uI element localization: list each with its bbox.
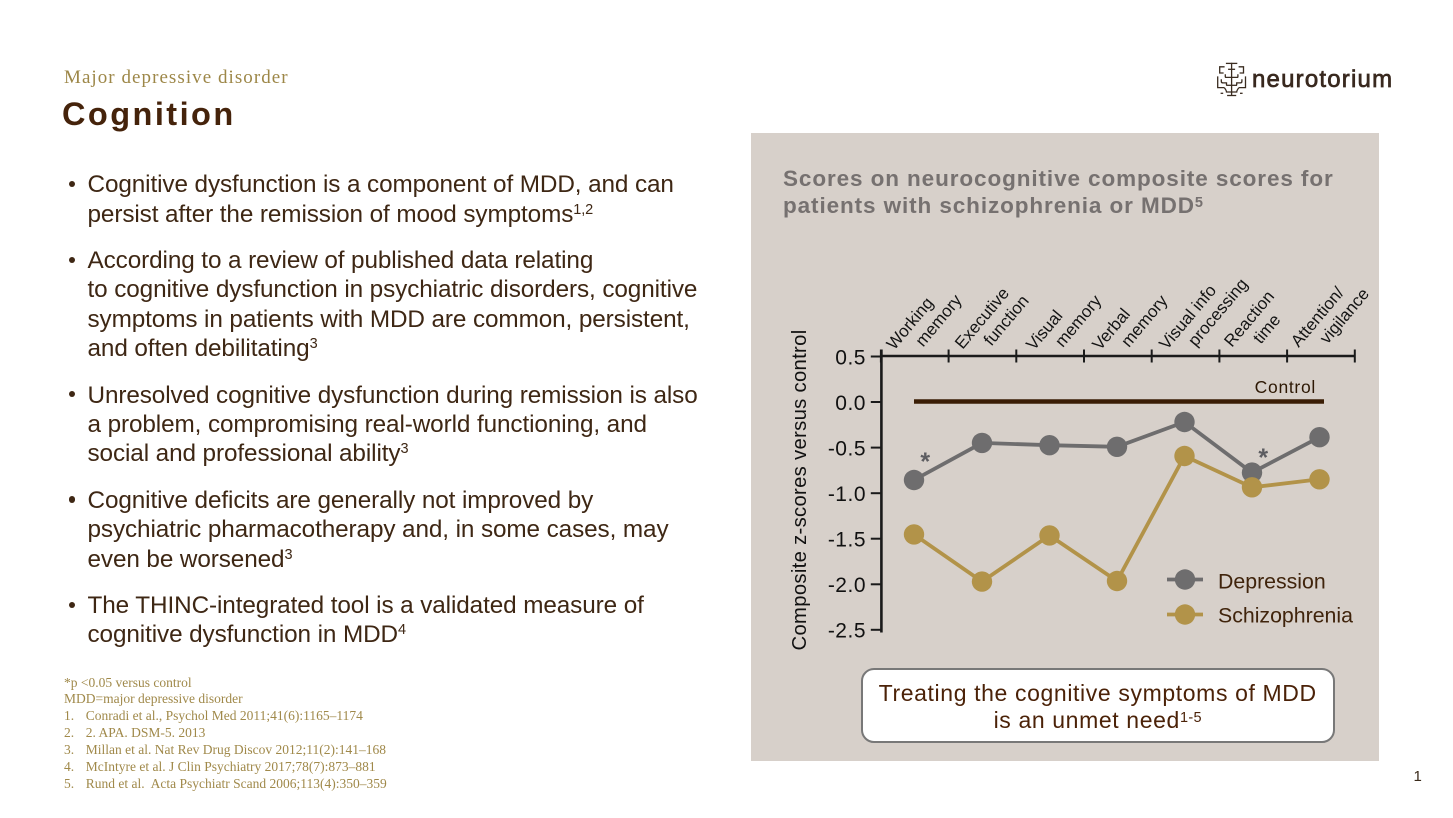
svg-text:*: * (1258, 444, 1268, 472)
svg-text:Attention/vigilance: Attention/vigilance (1287, 272, 1373, 364)
svg-text:-2.0: -2.0 (828, 574, 866, 597)
svg-text:-1.5: -1.5 (828, 529, 866, 552)
svg-text:Schizophrenia: Schizophrenia (1218, 603, 1353, 627)
svg-text:Visualmemory: Visualmemory (1022, 278, 1105, 367)
svg-text:-0.5: -0.5 (828, 438, 866, 461)
svg-text:Depression: Depression (1218, 569, 1326, 593)
svg-text:0.0: 0.0 (835, 392, 866, 415)
svg-text:-1.0: -1.0 (828, 483, 866, 506)
svg-text:Control: Control (1255, 377, 1316, 397)
svg-text:Composite z-scores versus cont: Composite z-scores versus control (789, 330, 811, 651)
svg-text:*: * (920, 448, 930, 476)
svg-text:Visual infoprocessing: Visual infoprocessing (1155, 262, 1251, 366)
svg-text:0.5: 0.5 (835, 346, 866, 369)
svg-text:Workingmemory: Workingmemory (883, 278, 966, 367)
svg-text:Verbalmemory: Verbalmemory (1089, 278, 1172, 367)
svg-text:-2.5: -2.5 (828, 620, 866, 643)
svg-text:Executivefunction: Executivefunction (951, 279, 1033, 366)
